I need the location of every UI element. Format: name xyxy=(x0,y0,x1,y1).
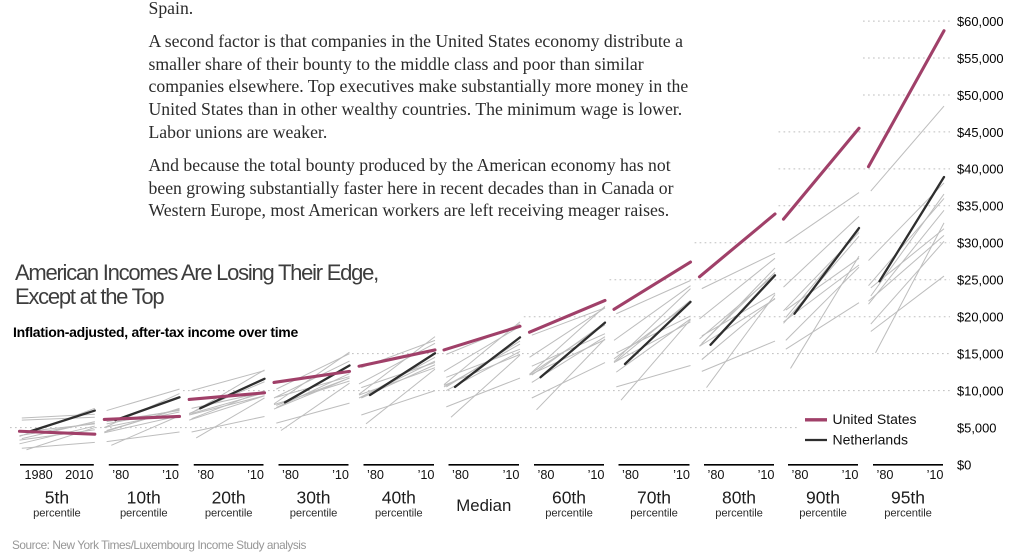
svg-text:’10: ’10 xyxy=(588,468,605,482)
svg-text:’80: ’80 xyxy=(622,468,639,482)
svg-text:10th: 10th xyxy=(127,488,161,508)
svg-text:90th: 90th xyxy=(806,488,840,508)
svg-text:percentile: percentile xyxy=(715,507,763,519)
svg-text:’80: ’80 xyxy=(792,468,809,482)
svg-text:$15,000: $15,000 xyxy=(957,346,1004,361)
svg-text:$35,000: $35,000 xyxy=(957,199,1004,214)
svg-text:percentile: percentile xyxy=(545,507,593,519)
svg-text:’80: ’80 xyxy=(708,468,725,482)
svg-text:United States: United States xyxy=(833,411,917,427)
svg-text:$50,000: $50,000 xyxy=(957,88,1004,103)
svg-text:30th: 30th xyxy=(296,488,330,508)
svg-text:5th: 5th xyxy=(45,488,69,508)
svg-text:percentile: percentile xyxy=(290,507,338,519)
svg-text:’80: ’80 xyxy=(877,468,894,482)
svg-text:20th: 20th xyxy=(212,488,246,508)
svg-text:$5,000: $5,000 xyxy=(957,420,996,435)
svg-text:’10: ’10 xyxy=(842,468,859,482)
svg-text:percentile: percentile xyxy=(33,507,81,519)
svg-text:percentile: percentile xyxy=(884,507,932,519)
svg-text:2010: 2010 xyxy=(65,468,93,482)
svg-text:’10: ’10 xyxy=(418,468,435,482)
svg-text:$45,000: $45,000 xyxy=(957,125,1004,140)
svg-text:’10: ’10 xyxy=(332,468,349,482)
svg-text:’10: ’10 xyxy=(673,468,690,482)
svg-text:60th: 60th xyxy=(552,488,586,508)
svg-text:’10: ’10 xyxy=(758,468,775,482)
svg-text:70th: 70th xyxy=(637,488,671,508)
svg-text:$0: $0 xyxy=(957,457,971,472)
svg-text:percentile: percentile xyxy=(630,507,678,519)
svg-text:’10: ’10 xyxy=(247,468,264,482)
svg-text:40th: 40th xyxy=(382,488,416,508)
svg-text:$10,000: $10,000 xyxy=(957,383,1004,398)
svg-text:percentile: percentile xyxy=(375,507,423,519)
svg-text:$40,000: $40,000 xyxy=(957,162,1004,177)
svg-text:$60,000: $60,000 xyxy=(957,14,1004,29)
svg-text:$30,000: $30,000 xyxy=(957,236,1004,251)
svg-text:95th: 95th xyxy=(891,488,925,508)
svg-text:’80: ’80 xyxy=(197,468,214,482)
svg-text:’80: ’80 xyxy=(282,468,299,482)
svg-text:$20,000: $20,000 xyxy=(957,310,1004,325)
svg-text:’80: ’80 xyxy=(112,468,129,482)
svg-text:’10: ’10 xyxy=(503,468,520,482)
svg-text:’10: ’10 xyxy=(162,468,179,482)
svg-text:$55,000: $55,000 xyxy=(957,51,1004,66)
svg-text:Median: Median xyxy=(456,496,511,515)
svg-text:Netherlands: Netherlands xyxy=(833,431,909,447)
svg-text:’10: ’10 xyxy=(927,468,944,482)
svg-text:1980: 1980 xyxy=(25,468,53,482)
svg-text:percentile: percentile xyxy=(799,507,847,519)
svg-text:’80: ’80 xyxy=(452,468,469,482)
svg-text:’80: ’80 xyxy=(367,468,384,482)
svg-text:$25,000: $25,000 xyxy=(957,273,1004,288)
svg-text:percentile: percentile xyxy=(120,507,168,519)
svg-text:’80: ’80 xyxy=(538,468,555,482)
svg-text:80th: 80th xyxy=(722,488,756,508)
svg-text:percentile: percentile xyxy=(205,507,253,519)
